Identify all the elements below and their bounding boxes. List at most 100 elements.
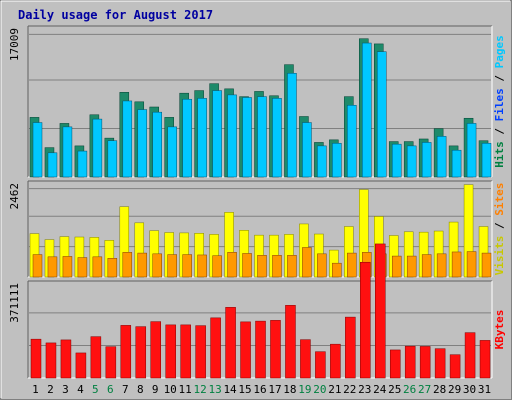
x-tick-label: 20 xyxy=(313,383,326,396)
x-tick-label: 17 xyxy=(268,383,281,396)
bar-kbytes xyxy=(180,324,191,379)
bar-kbytes xyxy=(150,321,161,379)
bar-files xyxy=(32,122,43,178)
x-tick-label: 1 xyxy=(32,383,39,396)
legend-text: Visits xyxy=(493,236,506,276)
bar-kbytes xyxy=(419,346,431,379)
bar-sites xyxy=(242,253,252,278)
x-tick-label: 11 xyxy=(179,383,192,396)
bar-files xyxy=(152,111,162,178)
bar-kbytes xyxy=(330,343,341,379)
bar-files xyxy=(167,126,177,178)
bar-files xyxy=(362,42,372,178)
bar-sites xyxy=(451,251,462,278)
bar-kbytes xyxy=(165,324,176,379)
bar-files xyxy=(377,51,387,178)
legend-text: / xyxy=(493,216,506,236)
bar-sites xyxy=(77,257,88,278)
legend-text: KBytes xyxy=(493,310,506,350)
bar-files xyxy=(451,149,462,178)
bar-files xyxy=(481,143,492,178)
bar-kbytes xyxy=(315,351,326,379)
bar-kbytes xyxy=(105,346,117,379)
x-tick-label: 16 xyxy=(253,383,266,396)
x-tick-label: 15 xyxy=(238,383,251,396)
y-max-label: 371111 xyxy=(8,283,21,323)
x-tick-label: 22 xyxy=(343,383,356,396)
bar-files xyxy=(212,90,222,178)
bar-sites xyxy=(182,254,192,278)
bar-sites xyxy=(92,256,103,278)
bar-files xyxy=(436,136,447,178)
x-tick-label: 12 xyxy=(194,383,207,396)
bar-sites xyxy=(257,255,267,278)
bar-kbytes xyxy=(75,352,87,379)
bar-sites xyxy=(47,256,58,278)
legend-text: / xyxy=(493,121,506,141)
bar-sites xyxy=(421,254,432,278)
bar-kbytes xyxy=(90,336,102,379)
bar-files xyxy=(347,105,357,178)
bar-kbytes xyxy=(464,332,476,379)
x-tick-label: 4 xyxy=(77,383,84,396)
bar-kbytes xyxy=(285,305,296,379)
bar-kbytes xyxy=(210,317,221,379)
panel-kbytes: 371111 KBytes xyxy=(8,243,506,379)
bar-files xyxy=(92,118,103,178)
x-tick-label: 2 xyxy=(47,383,54,396)
bar-kbytes xyxy=(45,342,57,379)
bar-kbytes xyxy=(60,339,72,379)
bar-kbytes xyxy=(389,349,401,379)
x-tick-label: 9 xyxy=(152,383,159,396)
bar-sites xyxy=(406,255,417,278)
x-tick-label: 18 xyxy=(283,383,296,396)
chart-title: Daily usage for August 2017 xyxy=(18,8,213,22)
x-tick-label: 21 xyxy=(328,383,341,396)
bar-files xyxy=(257,96,267,178)
bar-sites xyxy=(227,252,237,278)
bar-files xyxy=(107,140,118,178)
bar-files xyxy=(391,143,402,178)
bar-kbytes xyxy=(449,354,461,379)
bar-files xyxy=(302,122,312,178)
x-tick-label: 25 xyxy=(388,383,401,396)
bar-sites xyxy=(481,252,492,278)
bar-files xyxy=(272,98,282,178)
legend-pages-files-hits: Hits / Files / Pages xyxy=(493,35,506,168)
x-tick-label: 23 xyxy=(358,383,371,396)
x-tick-label: 28 xyxy=(433,383,446,396)
bar-kbytes xyxy=(120,325,132,379)
bar-sites xyxy=(152,253,162,278)
bar-files xyxy=(406,145,417,178)
bar-files xyxy=(242,97,252,178)
bar-sites xyxy=(137,252,148,278)
legend-text: Files xyxy=(493,88,506,121)
bar-sites xyxy=(212,255,222,278)
bar-sites xyxy=(62,256,73,278)
bar-files xyxy=(197,98,207,178)
bar-sites xyxy=(122,252,133,278)
bar-kbytes xyxy=(360,261,371,379)
bar-files xyxy=(332,143,342,178)
bar-sites xyxy=(32,254,43,278)
x-tick-label: 19 xyxy=(298,383,311,396)
x-tick-label: 13 xyxy=(208,383,221,396)
bar-files xyxy=(182,98,192,178)
bar-kbytes xyxy=(270,320,281,379)
legend-text: Sites xyxy=(493,183,506,216)
bar-sites xyxy=(436,253,447,278)
bar-files xyxy=(287,73,297,178)
x-tick-label: 26 xyxy=(403,383,416,396)
bar-kbytes xyxy=(225,307,236,379)
bar-sites xyxy=(287,255,297,278)
bar-sites xyxy=(347,252,357,278)
x-tick-label: 29 xyxy=(448,383,461,396)
x-tick-label: 8 xyxy=(137,383,144,396)
x-tick-label: 7 xyxy=(122,383,129,396)
x-tick-label: 14 xyxy=(223,383,237,396)
bar-files xyxy=(227,94,237,178)
x-tick-label: 10 xyxy=(164,383,177,396)
bar-kbytes xyxy=(345,316,356,379)
bar-sites xyxy=(302,247,312,278)
